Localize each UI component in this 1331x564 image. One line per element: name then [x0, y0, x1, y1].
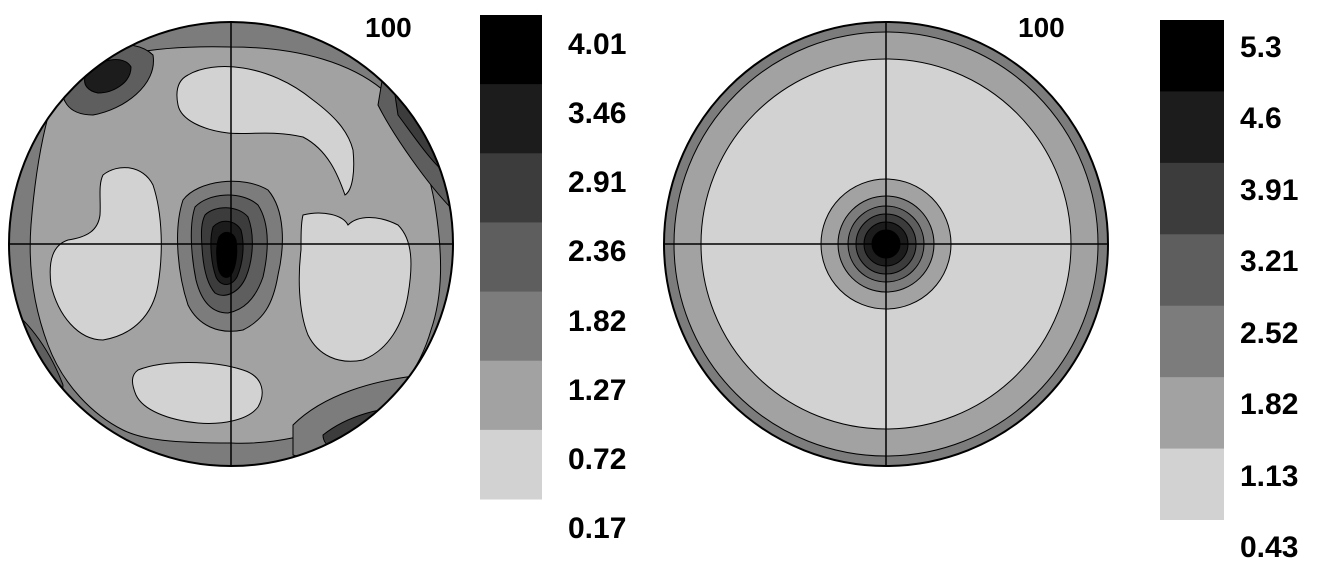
- contour-island-left: [49, 167, 162, 341]
- colorbar-tick-label: 3.91: [1240, 173, 1299, 207]
- pole-label-right: 100: [1018, 12, 1065, 43]
- colorbar-segment: [480, 222, 542, 293]
- figure: 100 4.01 3.46 2.91 2.36 1.82 1.27 0.72 0.17 100…: [8, 12, 1299, 563]
- colorbar-segment: [480, 291, 542, 362]
- colorbar-tick-label: 3.21: [1240, 245, 1299, 279]
- colorbar-tick-label: 3.46: [568, 97, 627, 131]
- contour-center-level-5: [216, 232, 238, 278]
- colorbar-left: [480, 15, 542, 500]
- pole-label-left: 100: [365, 12, 412, 43]
- colorbar-tick-label: 4.01: [568, 28, 627, 61]
- pole-figure-boundary: [663, 21, 1109, 467]
- contour-island-bottom: [132, 362, 263, 424]
- colorbar-segment: [480, 15, 542, 85]
- colorbar-tick-label: 0.43: [1240, 531, 1299, 564]
- contour-island-top: [176, 66, 355, 196]
- pole-figure-boundary: [8, 21, 454, 467]
- colorbar-tick-label: 1.13: [1240, 459, 1299, 493]
- colorbar-segment: [1160, 377, 1224, 450]
- colorbar-segment: [1160, 162, 1224, 235]
- colorbar-segment: [480, 429, 542, 500]
- colorbar-segment: [1160, 448, 1224, 520]
- colorbar-tick-label: 0.72: [568, 442, 627, 476]
- colorbar-tick-label: 1.82: [1240, 388, 1299, 422]
- colorbar-tick-label: 1.27: [568, 373, 627, 407]
- colorbar-tick-label: 5.3: [1240, 31, 1282, 64]
- colorbar-segment: [1160, 305, 1224, 378]
- colorbar-tick-label: 1.82: [568, 304, 627, 338]
- colorbar-tick-label: 2.91: [568, 166, 627, 200]
- colorbar-segment: [1160, 20, 1224, 92]
- colorbar-segment: [480, 153, 542, 223]
- colorbar-segment: [1160, 234, 1224, 307]
- colorbar-tick-label: 2.52: [1240, 316, 1299, 350]
- contour-island-right: [298, 212, 412, 362]
- colorbar-right: [1160, 20, 1224, 520]
- colorbar-tick-label: 0.17: [568, 512, 627, 545]
- pole-figure-right: [663, 21, 1109, 467]
- pole-figure-left: [8, 21, 454, 467]
- colorbar-segment: [1160, 91, 1224, 164]
- colorbar-segment: [480, 84, 542, 154]
- colorbar-segment: [480, 360, 542, 431]
- colorbar-tick-label: 4.6: [1240, 102, 1282, 136]
- colorbar-tick-label: 2.36: [568, 235, 627, 269]
